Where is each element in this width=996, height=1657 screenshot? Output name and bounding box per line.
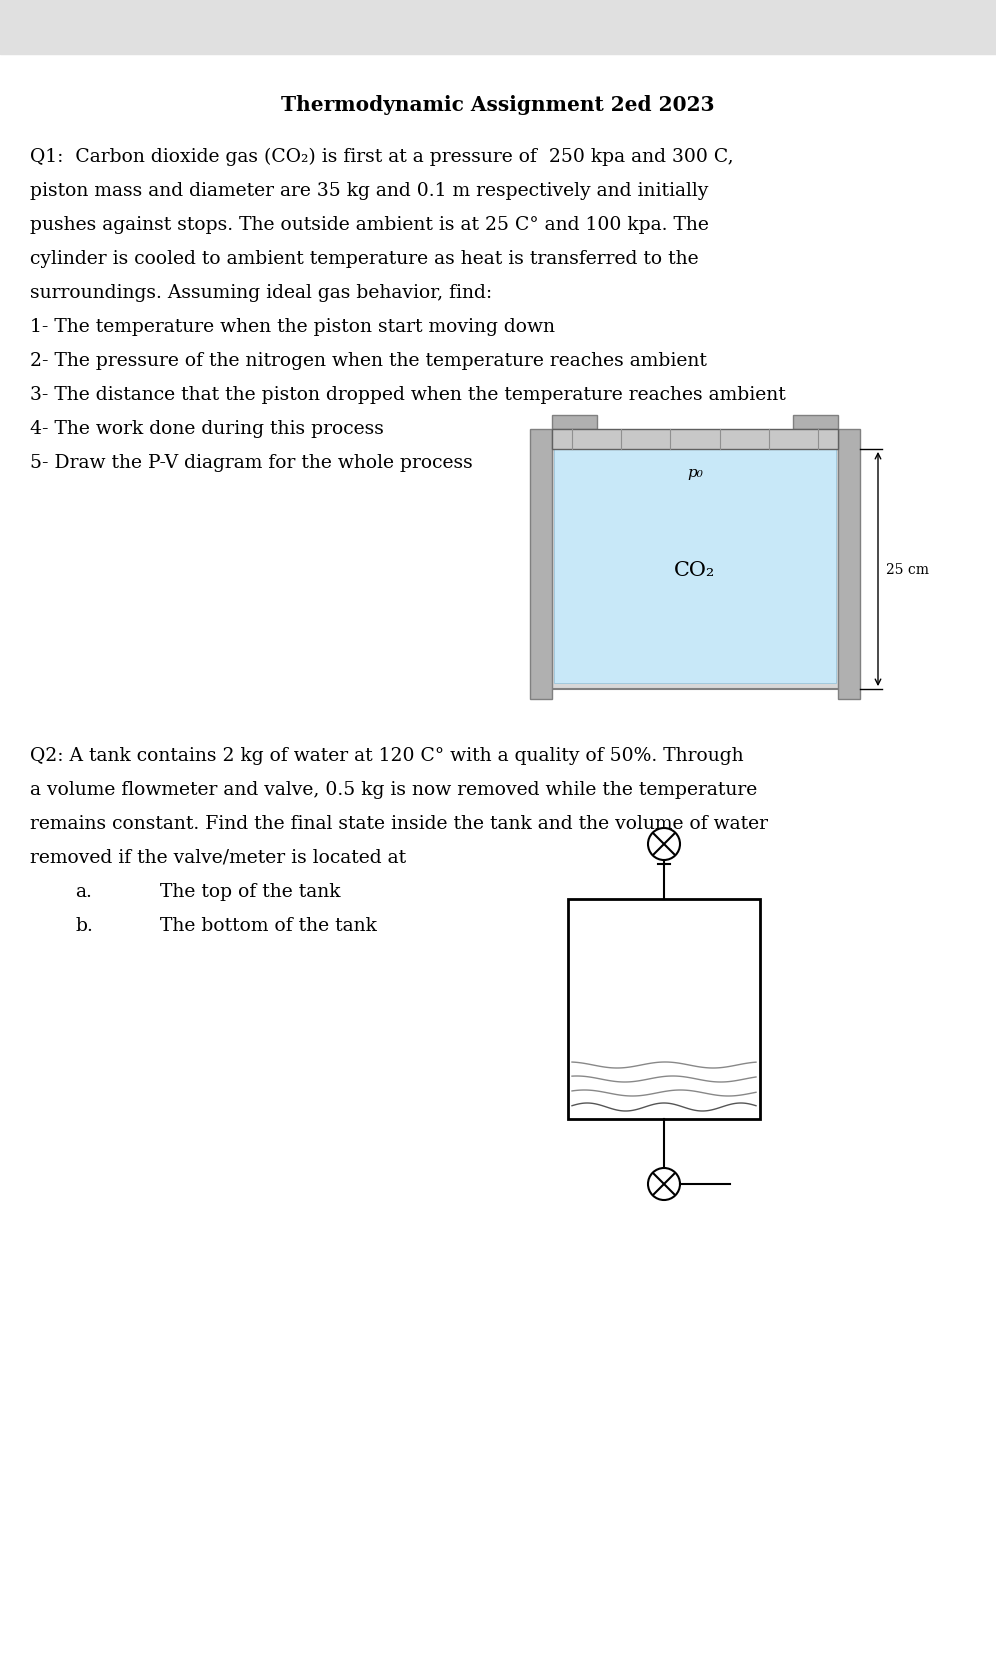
Bar: [548, 449, 842, 689]
Text: Q1:  Carbon dioxide gas (CO₂) is first at a pressure of  250 kpa and 300 C,: Q1: Carbon dioxide gas (CO₂) is first at…: [30, 147, 734, 166]
Text: 5- Draw the P-V diagram for the whole process: 5- Draw the P-V diagram for the whole pr…: [30, 454, 473, 472]
Bar: [554, 449, 836, 684]
Text: 4- The work done during this process: 4- The work done during this process: [30, 419, 383, 437]
Text: piston mass and diameter are 35 kg and 0.1 m respectively and initially: piston mass and diameter are 35 kg and 0…: [30, 182, 708, 200]
Text: surroundings. Assuming ideal gas behavior, find:: surroundings. Assuming ideal gas behavio…: [30, 283, 492, 302]
Text: 25 cm: 25 cm: [886, 563, 929, 577]
Bar: [568, 900, 760, 1120]
Text: a volume flowmeter and valve, 0.5 kg is now removed while the temperature: a volume flowmeter and valve, 0.5 kg is …: [30, 780, 757, 799]
Bar: [0, 0, 996, 55]
Bar: [552, 429, 838, 449]
Text: cylinder is cooled to ambient temperature as heat is transferred to the: cylinder is cooled to ambient temperatur…: [30, 250, 698, 268]
Bar: [793, 416, 838, 429]
Text: b.: b.: [75, 916, 93, 935]
Text: a.: a.: [75, 883, 92, 900]
Text: 3- The distance that the piston dropped when the temperature reaches ambient: 3- The distance that the piston dropped …: [30, 386, 786, 404]
Text: CO₂: CO₂: [674, 560, 716, 580]
Bar: [530, 429, 552, 699]
Text: remains constant. Find the final state inside the tank and the volume of water: remains constant. Find the final state i…: [30, 815, 768, 832]
Text: removed if the valve/meter is located at: removed if the valve/meter is located at: [30, 848, 406, 867]
Circle shape: [648, 1168, 680, 1200]
Text: pushes against stops. The outside ambient is at 25 C° and 100 kpa. The: pushes against stops. The outside ambien…: [30, 215, 709, 234]
Bar: [838, 429, 860, 699]
Text: The top of the tank: The top of the tank: [160, 883, 341, 900]
Text: The bottom of the tank: The bottom of the tank: [160, 916, 376, 935]
Circle shape: [648, 828, 680, 860]
Text: Q2: A tank contains 2 kg of water at 120 C° with a quality of 50%. Through: Q2: A tank contains 2 kg of water at 120…: [30, 747, 744, 764]
Text: 1- The temperature when the piston start moving down: 1- The temperature when the piston start…: [30, 318, 555, 336]
Text: Thermodynamic Assignment 2ed 2023: Thermodynamic Assignment 2ed 2023: [281, 94, 715, 114]
Text: p₀: p₀: [687, 466, 703, 481]
Text: 2- The pressure of the nitrogen when the temperature reaches ambient: 2- The pressure of the nitrogen when the…: [30, 351, 707, 370]
Bar: [552, 416, 597, 429]
